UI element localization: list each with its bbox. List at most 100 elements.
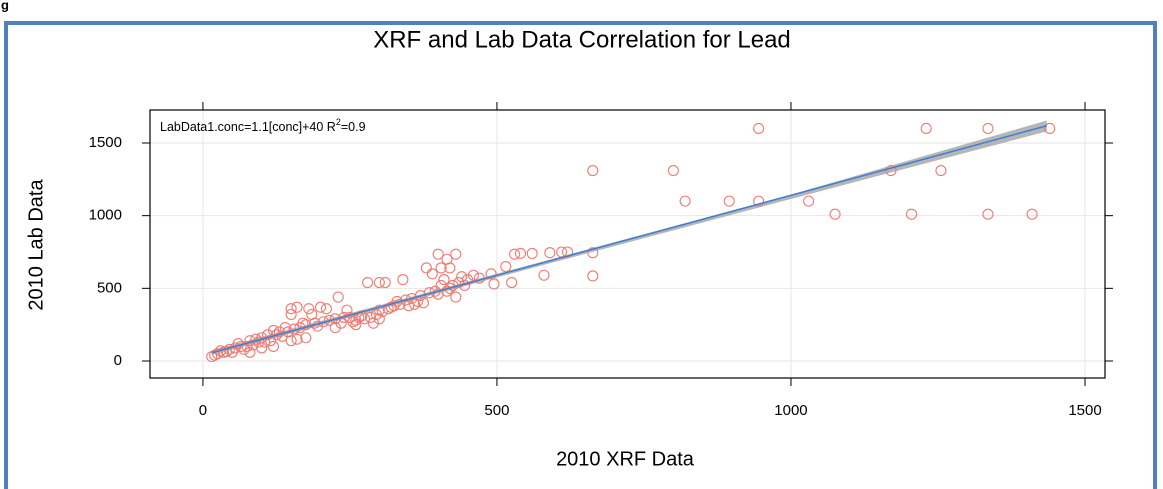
y-tick-label: 500 xyxy=(97,279,122,296)
point xyxy=(220,345,232,358)
point xyxy=(587,165,599,177)
point xyxy=(803,195,815,207)
point xyxy=(364,311,377,323)
point xyxy=(935,165,947,177)
point xyxy=(420,262,432,274)
point xyxy=(341,304,353,316)
point xyxy=(303,303,315,315)
point xyxy=(488,278,500,290)
point xyxy=(587,247,599,259)
y-axis-label: 2010 Lab Data xyxy=(25,179,47,311)
point xyxy=(379,276,391,289)
chart-title: XRF and Lab Data Correlation for Lead xyxy=(373,26,791,53)
fit-group xyxy=(211,125,1047,354)
point xyxy=(285,303,297,315)
point xyxy=(329,313,341,325)
point xyxy=(350,319,362,331)
point xyxy=(753,122,765,135)
corner-text: g xyxy=(1,0,9,12)
point xyxy=(244,346,256,358)
y-tick-label: 1000 xyxy=(89,207,122,224)
point xyxy=(382,303,394,315)
point xyxy=(467,269,479,281)
point xyxy=(285,308,297,321)
point xyxy=(256,342,268,354)
point xyxy=(453,276,465,289)
point xyxy=(265,335,277,347)
x-tick-label: 500 xyxy=(484,402,509,419)
point xyxy=(338,311,350,323)
point xyxy=(561,246,574,258)
point xyxy=(270,329,282,341)
point xyxy=(409,298,421,310)
point xyxy=(485,268,497,280)
point xyxy=(920,122,932,135)
point xyxy=(329,322,341,334)
y-tick-label: 0 xyxy=(114,352,122,369)
point xyxy=(300,319,312,331)
x-tick-label: 0 xyxy=(199,402,207,419)
point xyxy=(300,332,312,344)
point xyxy=(332,291,344,303)
point xyxy=(215,345,227,357)
point xyxy=(400,294,412,306)
point xyxy=(450,291,462,303)
point xyxy=(441,285,453,297)
point xyxy=(359,313,371,325)
point xyxy=(667,165,679,177)
fit-line xyxy=(211,125,1047,354)
point xyxy=(679,195,691,207)
point xyxy=(394,298,406,310)
point xyxy=(285,335,297,347)
point xyxy=(314,301,327,313)
point xyxy=(347,316,359,328)
point xyxy=(373,313,385,325)
annotation-tail: =0.9 xyxy=(341,120,366,134)
point xyxy=(509,248,521,260)
point xyxy=(982,122,994,135)
point xyxy=(397,274,409,286)
point xyxy=(544,247,556,259)
point xyxy=(982,208,994,220)
x-tick-label: 1500 xyxy=(1068,402,1101,419)
point xyxy=(373,276,385,289)
point xyxy=(206,351,218,363)
point xyxy=(514,247,527,259)
point xyxy=(723,195,735,207)
annotation-sup: 2 xyxy=(336,117,341,127)
points xyxy=(206,122,1056,363)
point xyxy=(500,260,512,273)
plot-border xyxy=(149,109,1106,379)
point xyxy=(1026,208,1038,220)
frame xyxy=(4,21,1157,489)
point xyxy=(417,297,429,309)
point xyxy=(426,268,438,280)
y-tick-label: 1500 xyxy=(89,134,122,151)
point xyxy=(435,262,447,274)
point xyxy=(291,301,303,313)
point xyxy=(362,276,374,289)
point xyxy=(753,195,765,207)
point xyxy=(1044,122,1056,135)
grid xyxy=(150,110,1105,378)
x-axis-label: 2010 XRF Data xyxy=(556,448,695,470)
point xyxy=(262,329,274,341)
x-tick-label: 1000 xyxy=(774,402,807,419)
point xyxy=(538,269,550,281)
point xyxy=(885,165,897,177)
point xyxy=(291,333,303,345)
point xyxy=(556,246,568,258)
point xyxy=(323,314,335,326)
point xyxy=(276,330,288,342)
annotation: LabData1.conc=1.1[conc]+40 R2=0.9 xyxy=(160,117,366,134)
point xyxy=(432,248,444,260)
point xyxy=(905,208,918,220)
point xyxy=(438,274,450,286)
point xyxy=(403,300,415,312)
point xyxy=(506,276,518,289)
point xyxy=(526,247,538,259)
point xyxy=(829,208,841,220)
point xyxy=(259,336,271,348)
point xyxy=(587,270,599,282)
